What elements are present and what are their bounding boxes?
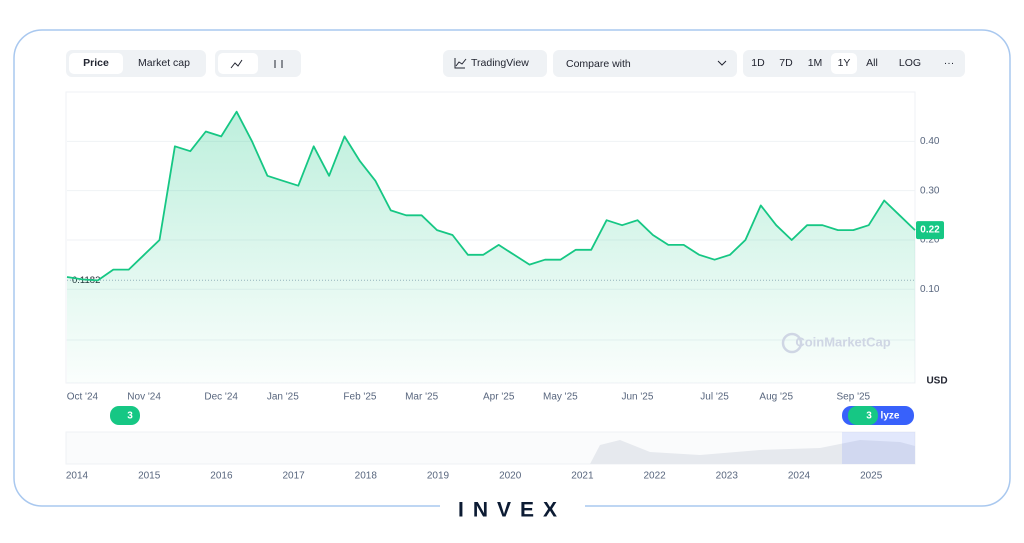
navigator-year: 2019 — [427, 471, 450, 482]
analyze-label[interactable]: lyze — [881, 411, 900, 422]
logo-backdrop — [440, 496, 585, 526]
x-tick-label: Nov '24 — [127, 392, 161, 403]
x-tick-label: Jul '25 — [700, 392, 729, 403]
navigator-area — [590, 440, 915, 464]
line-chart-button[interactable] — [218, 53, 258, 74]
news-badge-count[interactable]: 3 — [127, 411, 133, 422]
range-buttons: 1D 7D 1M 1Y All LOG — [751, 53, 921, 74]
range-button[interactable]: 7D — [779, 57, 793, 69]
news-badge[interactable] — [110, 406, 140, 425]
current-price-tag — [916, 221, 944, 240]
compare-label[interactable]: Compare with — [566, 58, 631, 70]
navigator-years: 2014 2015 2016 2017 2018 2019 2020 2021 2022 2023… — [66, 471, 883, 482]
navigator-year: 2021 — [571, 471, 594, 482]
navigator-year: 2024 — [788, 471, 811, 482]
navigator-year: 2018 — [355, 471, 378, 482]
x-tick-label: Apr '25 — [483, 392, 515, 403]
x-tick-label: Aug '25 — [759, 392, 793, 403]
navigator-year: 2025 — [860, 471, 883, 482]
navigator-year: 2015 — [138, 471, 161, 482]
tradingview-button[interactable] — [443, 50, 547, 77]
currency-label: USD — [926, 376, 947, 387]
x-tick-label: May '25 — [543, 392, 578, 403]
market-cap-label[interactable]: Market cap — [138, 57, 190, 69]
x-tick-label: Jan '25 — [267, 392, 299, 403]
tradingview-icon — [454, 58, 467, 69]
news-badge[interactable] — [848, 406, 878, 425]
navigator-selection[interactable] — [842, 432, 915, 464]
range-button[interactable]: All — [866, 57, 878, 69]
y-tick-label: 0.40 — [920, 136, 940, 147]
y-tick-label: 0.20 — [920, 235, 940, 246]
watermark: CoinMarketCap — [795, 334, 890, 349]
navigator-year: 2016 — [210, 471, 233, 482]
x-tick-label: Jun '25 — [622, 392, 654, 403]
navigator-year: 2020 — [499, 471, 522, 482]
navigator-year: 2022 — [643, 471, 666, 482]
price-button[interactable] — [69, 53, 123, 74]
brand-logo: INVEX — [458, 499, 566, 522]
x-tick-label: Oct '24 — [67, 392, 99, 403]
navigator-year: 2023 — [716, 471, 739, 482]
range-button[interactable]: 1M — [808, 57, 823, 69]
y-tick-label: 0.10 — [920, 284, 940, 295]
navigator-year: 2014 — [66, 471, 89, 482]
navigator-year: 2017 — [282, 471, 305, 482]
range-button[interactable]: LOG — [899, 57, 921, 69]
line-icon — [230, 59, 243, 69]
range-active[interactable] — [831, 53, 857, 74]
x-tick-label: Sep '25 — [837, 392, 871, 403]
range-button[interactable]: 1D — [751, 57, 765, 69]
compare-dropdown[interactable] — [553, 50, 737, 77]
toolbar: Price Market cap TradingView Compare wit… — [66, 50, 965, 77]
watermark-logo — [781, 332, 803, 354]
dropdown-arrow — [717, 60, 727, 66]
price-label[interactable]: Price — [83, 57, 109, 69]
x-tick-label: Feb '25 — [343, 392, 376, 403]
current-price-label: 0.22 — [920, 225, 940, 236]
y-tick-label: 0.30 — [920, 185, 940, 196]
price-area — [67, 111, 915, 383]
price-line — [66, 110, 916, 282]
more-button[interactable]: ··· — [944, 57, 955, 69]
news-badge-count[interactable]: 3 — [866, 411, 872, 422]
plot: 0.10 0.20 0.30 0.40 Oct '24 Nov '24 Dec '24 Jan… — [66, 110, 944, 403]
range-button[interactable]: 1Y — [838, 57, 851, 69]
x-tick-label: Dec '24 — [204, 392, 238, 403]
tradingview-label[interactable]: TradingView — [471, 57, 529, 69]
candle-icon[interactable] — [274, 60, 283, 68]
x-tick-label: Mar '25 — [405, 392, 438, 403]
